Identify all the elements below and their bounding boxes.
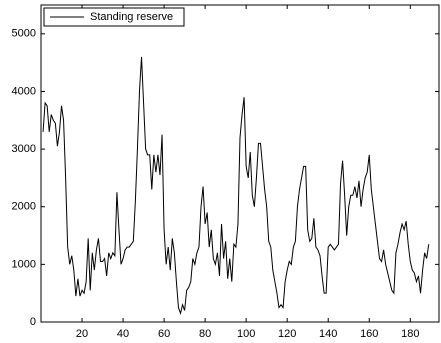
y-tick-label: 2000: [12, 201, 36, 213]
y-tick-label: 5000: [12, 28, 36, 40]
x-tick-label: 80: [199, 328, 211, 340]
x-tick-label: 120: [278, 328, 296, 340]
plot-area: [40, 4, 440, 323]
x-tick-label: 100: [237, 328, 255, 340]
legend-box: [43, 7, 185, 27]
x-tick-label: 140: [319, 328, 337, 340]
x-tick-label: 60: [158, 328, 170, 340]
y-tick-label: 4000: [12, 85, 36, 97]
y-tick-label: 0: [30, 316, 36, 328]
x-tick-label: 40: [117, 328, 129, 340]
y-tick-label: 3000: [12, 143, 36, 155]
x-tick-label: 180: [401, 328, 419, 340]
x-tick-label: 160: [360, 328, 378, 340]
data-line: [42, 56, 430, 316]
y-tick-label: 1000: [12, 258, 36, 270]
x-tick-label: 20: [76, 328, 88, 340]
legend-label: Standing reserve: [90, 11, 173, 23]
